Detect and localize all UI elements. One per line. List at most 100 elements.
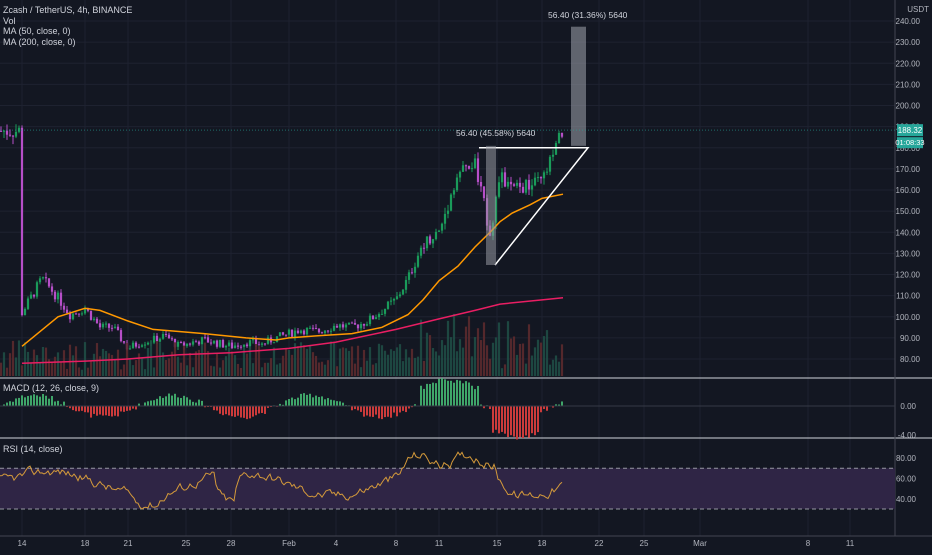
volume-bar [414, 358, 416, 376]
macd-pane-label[interactable]: MACD (12, 26, close, 9) [3, 383, 99, 393]
chart-legend: Zcash / TetherUS, 4h, BINANCE Vol MA (50… [3, 5, 132, 47]
volume-bar [339, 349, 341, 376]
volume-bar [366, 361, 368, 376]
price-tick-label: 150.00 [896, 207, 921, 216]
volume-bar [111, 355, 113, 376]
rsi-pane-label[interactable]: RSI (14, close) [3, 444, 63, 454]
macd-histogram-bar [516, 406, 518, 439]
macd-histogram-bar [321, 396, 323, 406]
price-tick-label: 140.00 [896, 228, 921, 237]
price-candle [333, 326, 335, 331]
symbol-title[interactable]: Zcash / TetherUS, 4h, BINANCE [3, 5, 132, 16]
volume-bar [150, 342, 152, 376]
price-tick-label: 240.00 [896, 17, 921, 26]
macd-histogram-bar [435, 383, 437, 406]
volume-indicator-label[interactable]: Vol [3, 16, 132, 27]
volume-bar [102, 349, 104, 376]
volume-bar [351, 346, 353, 376]
volume-bar [402, 361, 404, 376]
price-candle [519, 183, 521, 187]
price-candle [474, 158, 476, 168]
volume-bar [108, 353, 110, 376]
price-candle [246, 344, 248, 346]
price-candle [342, 324, 344, 327]
price-candle [438, 231, 440, 232]
macd-histogram-bar [522, 406, 524, 438]
macd-histogram-bar [258, 406, 260, 413]
macd-histogram-bar [534, 406, 536, 435]
macd-histogram-bar [528, 406, 530, 438]
volume-bar [489, 359, 491, 376]
price-candle [165, 334, 167, 335]
volume-bar [0, 363, 2, 376]
macd-histogram-bar [159, 396, 161, 406]
price-candle [315, 328, 317, 329]
time-tick-label: 18 [538, 539, 547, 548]
volume-bar [447, 321, 449, 376]
price-candle [123, 341, 125, 343]
price-candle [243, 344, 245, 346]
volume-bar [426, 333, 428, 376]
price-candle [555, 143, 557, 155]
macd-histogram-bar [171, 396, 173, 406]
volume-bar [528, 324, 530, 376]
macd-histogram-bar [9, 401, 11, 406]
price-candle [462, 165, 464, 172]
price-candle [261, 343, 263, 344]
measure-box-1[interactable] [486, 146, 496, 265]
price-candle [96, 319, 98, 323]
price-candle [210, 343, 212, 344]
macd-histogram-bar [456, 380, 458, 406]
volume-bar [123, 364, 125, 376]
price-candle [450, 195, 452, 211]
time-tick-label: 25 [640, 539, 649, 548]
macd-tick-label: -4.00 [898, 431, 917, 440]
price-candle [78, 314, 80, 315]
volume-bar [381, 345, 383, 376]
macd-histogram-bar [297, 398, 299, 406]
price-candle [168, 335, 170, 339]
time-tick-label: 11 [435, 539, 444, 548]
measure-box-2[interactable] [571, 27, 586, 146]
time-tick-label: 28 [227, 539, 236, 548]
price-candle [354, 323, 356, 325]
volume-bar [318, 362, 320, 376]
price-candle [429, 236, 431, 243]
price-candle [48, 278, 50, 286]
macd-histogram-bar [381, 406, 383, 419]
macd-histogram-bar [399, 406, 401, 412]
macd-histogram-bar [363, 406, 365, 417]
price-candle [303, 331, 305, 335]
volume-bar [132, 365, 134, 376]
macd-histogram-bar [249, 406, 251, 418]
ma200-indicator-label[interactable]: MA (200, close, 0) [3, 37, 132, 48]
macd-histogram-bar [513, 406, 515, 437]
volume-bar [348, 351, 350, 376]
volume-bar [279, 363, 281, 376]
price-candle [525, 180, 527, 193]
time-tick-label: Feb [282, 539, 296, 548]
volume-bar [93, 354, 95, 376]
volume-bar [204, 343, 206, 376]
price-candle [336, 326, 338, 328]
price-candle [480, 182, 482, 186]
volume-bar [477, 328, 479, 376]
price-candle [72, 313, 74, 319]
time-tick-label: Mar [693, 539, 707, 548]
macd-histogram-bar [84, 406, 86, 412]
volume-bar [60, 362, 62, 376]
macd-histogram-bar [6, 403, 8, 406]
ma50-indicator-label[interactable]: MA (50, close, 0) [3, 26, 132, 37]
price-axis-currency: USDT [907, 5, 929, 14]
volume-bar [90, 361, 92, 376]
price-candle [552, 155, 554, 157]
volume-bar [549, 365, 551, 376]
volume-bar [513, 336, 515, 376]
volume-bar [417, 357, 419, 376]
volume-bar [492, 343, 494, 376]
macd-histogram-bar [24, 397, 26, 406]
volume-bar [141, 358, 143, 376]
volume-bar [210, 366, 212, 376]
